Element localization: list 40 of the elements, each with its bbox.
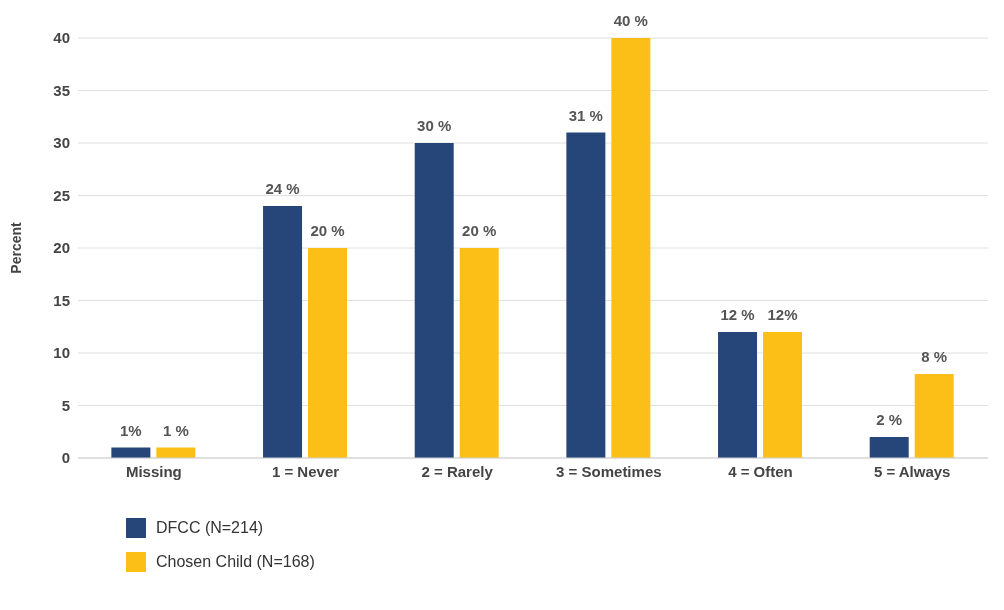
y-tick-label: 10 (53, 344, 70, 362)
bar (718, 332, 758, 458)
data-label: 12 % (720, 306, 755, 323)
data-label: 1% (120, 421, 142, 439)
y-tick-label: 30 (53, 134, 70, 152)
y-tick-label: 20 (53, 239, 70, 257)
data-label: 40 % (613, 12, 648, 29)
data-label: 20 % (310, 222, 345, 239)
y-tick-label: 40 (53, 29, 70, 47)
y-axis-title: Percent (7, 221, 24, 274)
bar (308, 248, 348, 458)
legend-label: Chosen Child (N=168) (156, 553, 315, 571)
bar (914, 374, 954, 458)
x-tick-label: 2 = Rarely (421, 462, 494, 480)
bar (763, 332, 803, 458)
data-label: 24 % (265, 180, 300, 197)
x-tick-label: Missing (125, 462, 182, 480)
x-tick-label: 1 = Never (271, 462, 340, 480)
bar (414, 143, 454, 458)
data-label: 31 % (568, 106, 603, 124)
data-label: 2 % (876, 411, 903, 428)
y-tick-label: 15 (53, 291, 70, 309)
legend-label: DFCC (N=214) (156, 519, 264, 537)
data-label: 1 % (162, 421, 189, 439)
bar (869, 437, 909, 458)
y-tick-label: 35 (53, 81, 70, 99)
data-label: 8 % (921, 348, 948, 365)
y-tick-label: 25 (53, 186, 70, 204)
x-tick-label: 5 = Always (873, 462, 951, 480)
bar (611, 38, 651, 458)
bar (263, 206, 303, 458)
bar (459, 248, 499, 458)
data-label: 12% (767, 306, 798, 323)
x-tick-label: 3 = Sometimes (556, 462, 662, 480)
data-label: 30 % (417, 117, 452, 134)
y-tick-label: 0 (61, 449, 70, 467)
bar (566, 132, 606, 458)
y-tick-label: 5 (61, 396, 70, 414)
data-label: 20 % (462, 222, 497, 239)
x-tick-label: 4 = Often (728, 462, 793, 480)
